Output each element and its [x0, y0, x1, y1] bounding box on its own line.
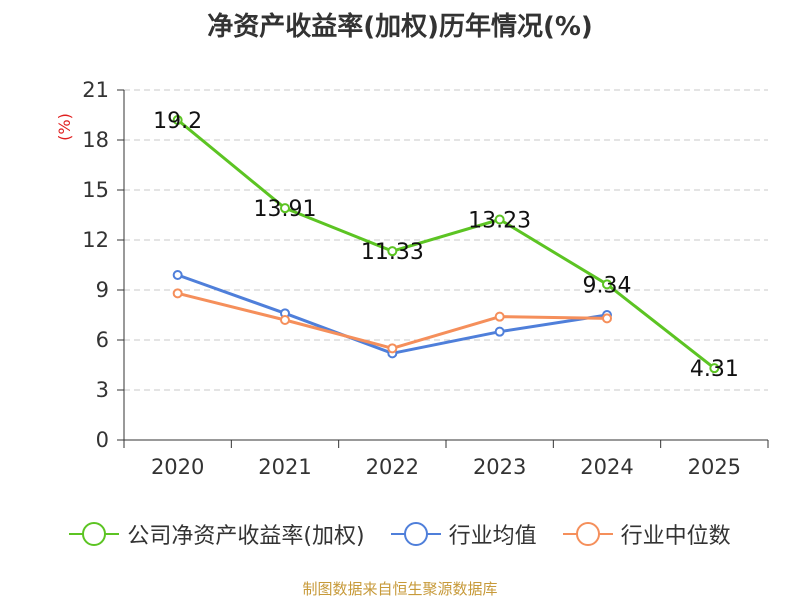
data-point	[602, 279, 612, 290]
data-point	[280, 203, 290, 214]
x-tick-label: 2020	[151, 455, 204, 479]
series-line	[177, 291, 608, 350]
data-point	[172, 115, 183, 125]
y-tick-label: 0	[96, 428, 109, 452]
y-tick-label: 3	[96, 378, 109, 402]
y-tick-label: 18	[82, 128, 109, 152]
x-tick-label: 2021	[258, 455, 311, 479]
y-tick-label: 15	[82, 178, 109, 202]
data-point	[709, 363, 720, 374]
grid-layer	[124, 89, 768, 391]
legend-item-industry-mean[interactable]: 行业均值	[390, 518, 537, 550]
x-tick-label: 2024	[580, 455, 633, 479]
legend-circle	[403, 522, 428, 546]
data-point	[172, 270, 183, 280]
legend-line-circle-icon	[69, 522, 120, 546]
data-point	[494, 214, 505, 225]
data-point	[387, 246, 398, 257]
series-line	[176, 118, 716, 370]
legend-circle	[575, 522, 600, 546]
data-label: 11.33	[361, 240, 424, 265]
x-tick-label: 2025	[688, 455, 741, 479]
legend-circle	[82, 522, 107, 546]
x-tick-label: 2023	[473, 455, 526, 479]
legend-label: 公司净资产收益率(加权)	[127, 524, 365, 549]
x-tick-label: 2022	[366, 455, 419, 479]
data-point	[494, 326, 505, 337]
y-tick-label: 9	[96, 278, 109, 302]
y-axis-label: (%)	[55, 113, 74, 141]
label-layer: 19.2 13.91 11.33 13.23 9.34 4.31	[153, 109, 739, 382]
series-line	[177, 273, 608, 355]
axis-layer: 0 3 6 9 12 15 18 21 2020 2021 2022 2023 2024 2025 (%)	[55, 78, 769, 479]
data-point	[280, 315, 290, 325]
data-label: 13.23	[468, 209, 531, 234]
source-note: 制图数据来自恒生聚源数据库	[302, 580, 498, 598]
data-point	[387, 343, 398, 354]
legend-label: 行业均值	[448, 524, 537, 549]
data-label: 19.2	[153, 109, 202, 134]
series-layer	[172, 115, 720, 374]
legend: 公司净资产收益率(加权) 行业均值 行业中位数	[0, 518, 800, 550]
legend-item-industry-median[interactable]: 行业中位数	[562, 518, 731, 550]
data-label: 4.31	[690, 357, 739, 382]
y-tick-label: 6	[96, 328, 109, 352]
legend-item-company-roe[interactable]: 公司净资产收益率(加权)	[69, 518, 365, 550]
data-label: 13.91	[254, 197, 317, 222]
data-point	[602, 313, 612, 324]
data-label: 9.34	[583, 273, 632, 298]
data-point	[172, 288, 183, 299]
y-tick-label: 12	[82, 228, 109, 252]
chart-title: 净资产收益率(加权)历年情况(%)	[207, 12, 593, 42]
data-point	[494, 311, 505, 322]
legend-line-circle-icon	[390, 522, 441, 546]
legend-line-circle-icon	[562, 522, 613, 546]
legend-label: 行业中位数	[620, 524, 731, 549]
y-tick-label: 21	[82, 78, 109, 102]
